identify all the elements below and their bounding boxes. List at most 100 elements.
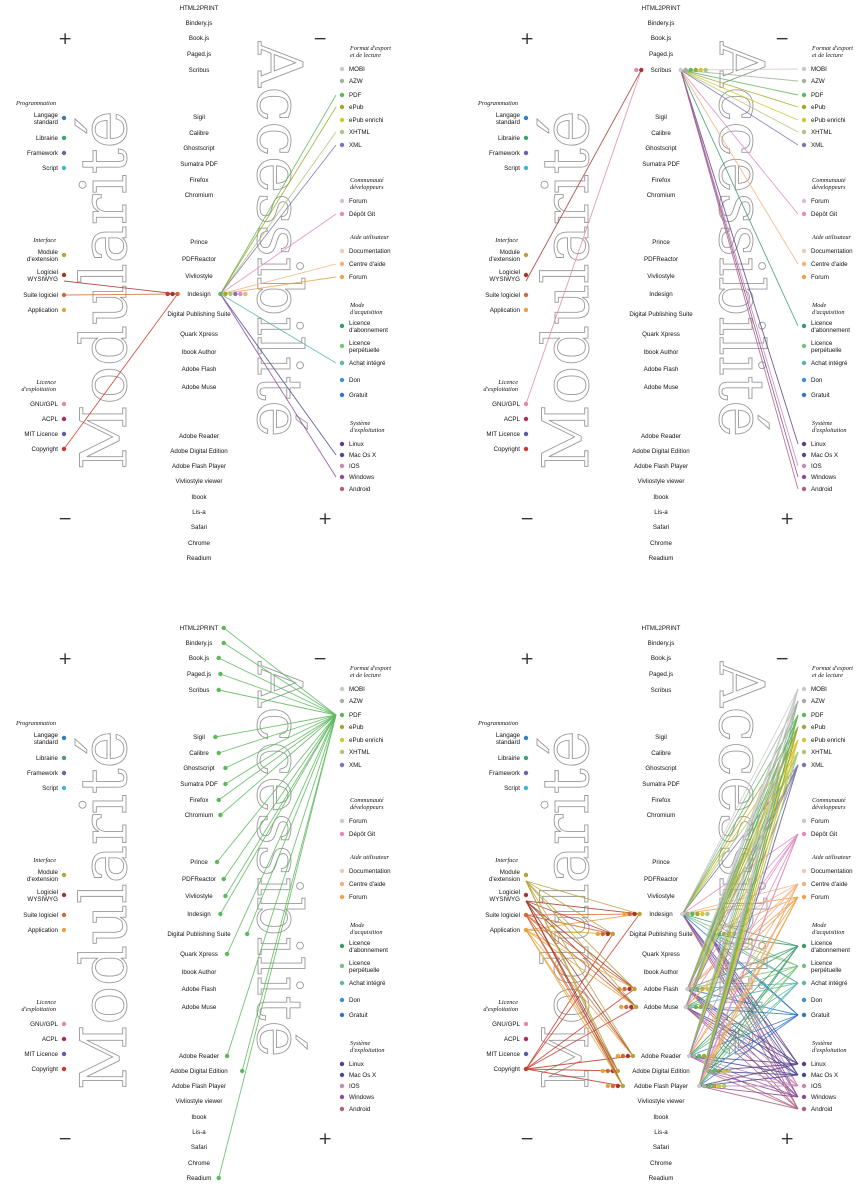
left-category-copyright: Copyright [32,446,59,453]
left-group-title: Programmation [477,100,518,107]
category-color-dot [523,292,529,298]
tool-connector-dot [620,1053,626,1059]
left-group-title: Interface [32,237,56,244]
right-category-mac-os-x: Mac Os X [349,452,376,459]
link-line [525,880,635,990]
tool-sigil: Sigil [193,114,205,121]
tool-adobe-reader: Adobe Reader [179,433,219,440]
right-category-don: Don [811,377,823,384]
category-color-dot [801,117,807,123]
tool-connector-dot [213,734,218,740]
tool-adobe-muse: Adobe Muse [644,384,679,391]
category-color-dot [801,198,807,204]
tool-sumatra-pdf: Sumatra PDF [180,161,218,168]
category-color-dot [801,92,807,98]
link-line [215,714,337,738]
category-color-dot [61,165,67,171]
category-color-dot [523,401,529,407]
link-line [698,739,799,1087]
right-category-achat-int-gr: Achat intégré [349,980,386,987]
tool-connector-dot [605,931,610,937]
tool-adobe-flash: Adobe Flash [644,986,679,993]
link-line [680,69,799,215]
category-color-dot [801,686,807,692]
tool-chromium: Chromium [185,192,214,199]
plus-mark: + [520,29,534,49]
tool-connector-dot [706,1083,712,1089]
link-line [525,913,640,1070]
left-category-copyright: Copyright [32,1066,59,1073]
category-color-dot [339,831,345,837]
left-group-title: Interface [494,237,518,244]
link-line [699,1074,799,1087]
right-category-epub: ePub [349,724,364,731]
right-category-windows: Windows [349,1094,374,1101]
right-group-title: Aide utilisateur [349,234,390,241]
link-line [688,833,799,1057]
right-category-d-p-t-git: Dépôt Git [349,211,375,218]
tool-connector-dot [695,911,700,917]
left-category-logiciel-wysiwyg: Logiciel WYSIWYG [489,889,520,903]
category-color-dot [339,261,345,267]
left-category-langage-standard: Langage standard [496,732,521,746]
category-color-dot [801,78,807,84]
left-category-mit-licence: MIT Licence [486,1051,520,1058]
right-group-title: Système d'exploitation [812,420,847,434]
right-category-xhtml: XHTML [349,749,371,756]
category-color-dot [801,724,807,730]
category-color-dot [801,377,807,383]
category-color-dot [339,818,345,824]
right-category-android: Android [349,486,371,493]
category-color-dot [801,980,807,986]
link-line [685,883,799,1008]
link-line [680,69,799,490]
tool-book-js: Book.js [189,35,209,42]
right-category-licence-perp-tuelle: Licence perpétuelle [349,340,380,354]
tool-connector-dot [632,911,637,917]
left-category-mit-licence: MIT Licence [24,431,58,438]
right-group-title: Mode d'acquisition [349,302,382,316]
category-color-dot [339,452,345,458]
left-category-librairie: Librairie [36,755,59,762]
category-color-dot [339,104,345,110]
category-color-dot [339,980,345,986]
tool-html2print: HTML2PRINT [180,625,219,632]
link-line [682,913,799,1098]
tool-adobe-flash: Adobe Flash [182,366,217,373]
link-line [698,945,799,1087]
left-category-application: Application [490,927,521,934]
link-line [687,688,799,990]
left-category-librairie: Librairie [498,755,521,762]
left-group-title: Programmation [477,720,518,727]
left-category-framework: Framework [489,150,521,157]
category-color-dot [61,307,67,313]
tool-connector-dot [721,1083,727,1089]
tool-chrome: Chrome [650,1160,673,1167]
right-category-forum: Forum [349,894,367,901]
right-category-pdf: PDF [349,92,362,99]
link-line [220,94,337,295]
tool-quark-xpress: Quark Xpress [180,331,218,338]
tool-adobe-digital-edition: Adobe Digital Edition [170,448,228,455]
left-category-langage-standard: Langage standard [34,112,59,126]
tool-adobe-muse: Adobe Muse [182,384,217,391]
tool-scribus: Scribus [651,687,672,694]
tool-readium: Readium [187,555,212,562]
big-word-accessibilite: Accessibilité [243,661,316,1057]
link-line [698,896,799,1087]
right-category-centre-d-aide: Centre d'aide [811,261,848,268]
right-category-gratuit: Gratuit [349,1012,368,1019]
tool-connector-dot [698,1004,703,1010]
tool-connector-dot [218,671,223,677]
right-category-linux: Linux [811,1061,827,1068]
category-color-dot [801,1012,807,1018]
category-color-dot [61,401,67,407]
tool-chrome: Chrome [188,540,211,547]
right-category-forum: Forum [349,198,367,205]
plus-mark: + [780,1129,794,1149]
right-group-title: Communauté développeurs [812,797,847,811]
left-category-suite-logiciel: Suite logiciel [23,292,58,299]
left-group-title: Interface [494,857,518,864]
